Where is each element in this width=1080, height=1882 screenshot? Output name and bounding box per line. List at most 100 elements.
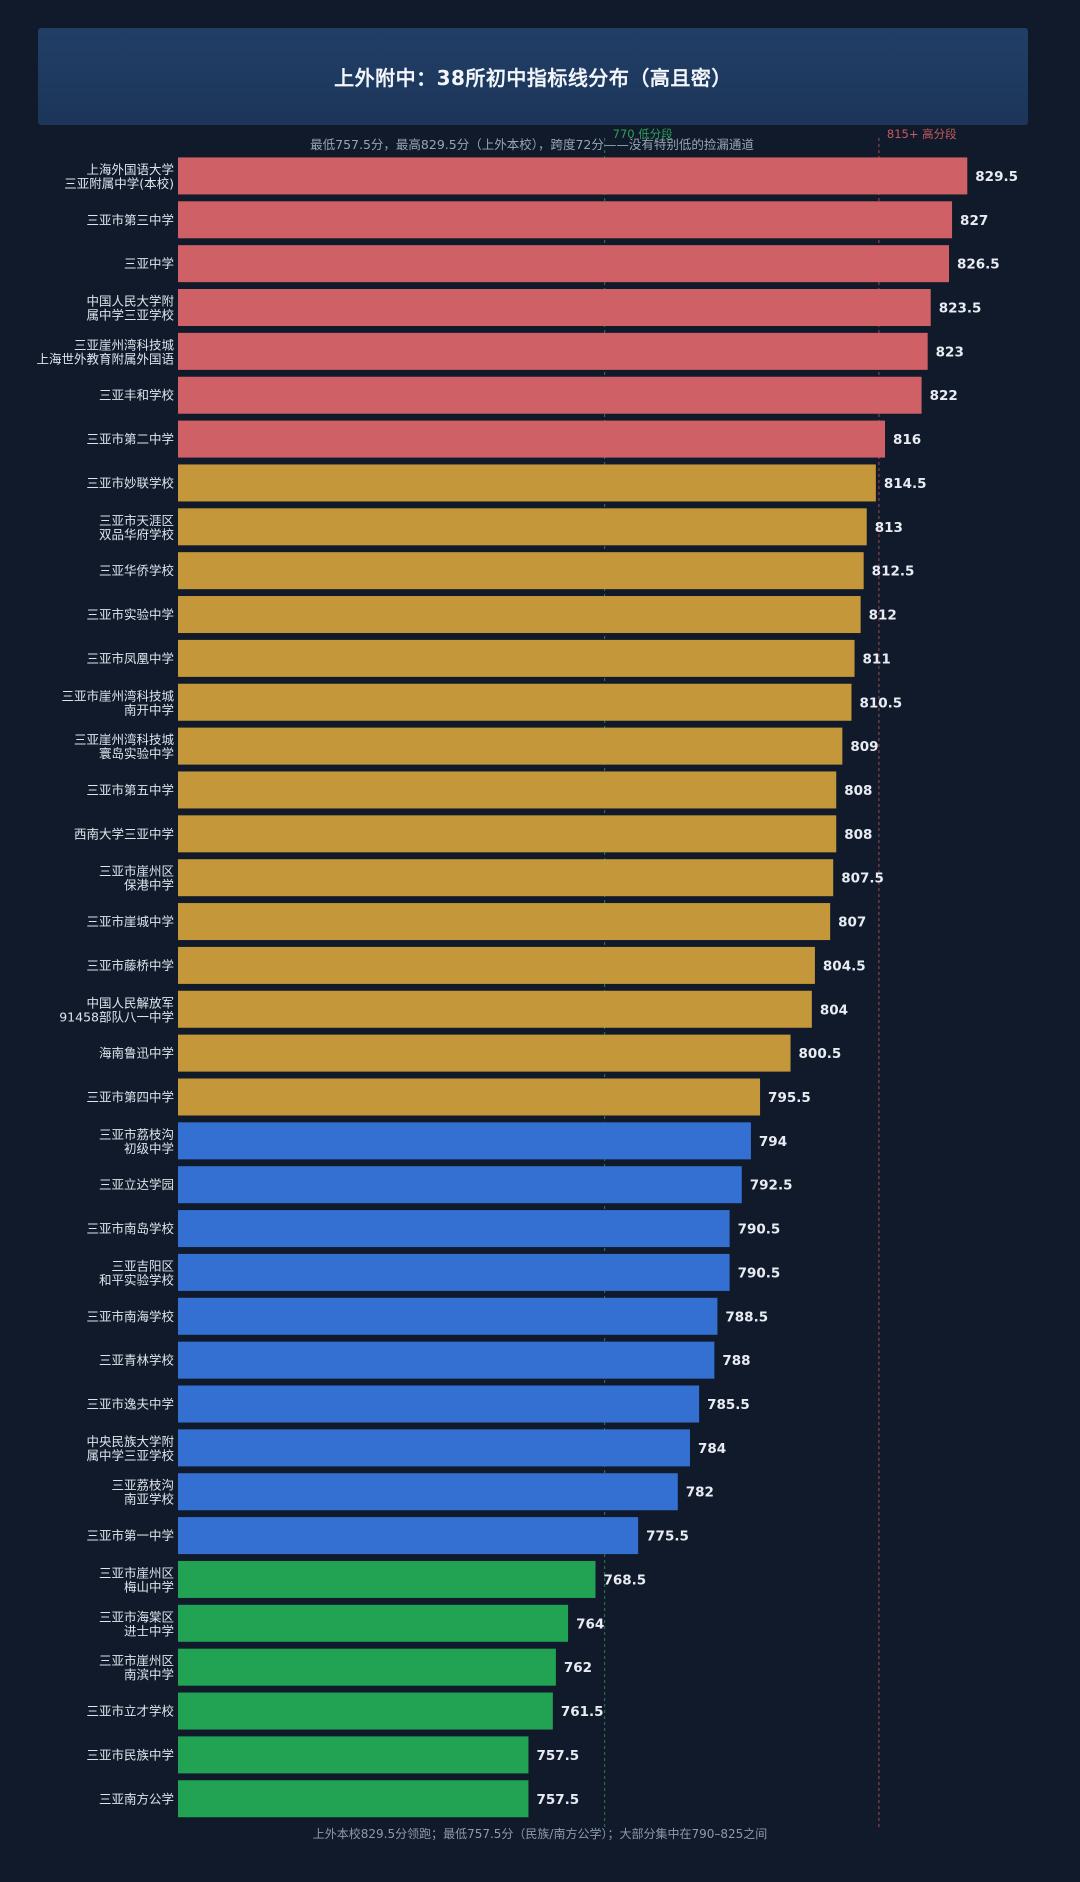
category-label-3: 三亚中学 [124,256,174,271]
category-label-13: 三亚市崖州湾科技城南开中学 [61,688,174,717]
value-label-23: 794 [759,1134,787,1150]
reference-line-label-815: 815+ 高分段 [887,127,957,141]
bar-4 [178,289,931,327]
category-label-26: 三亚吉阳区和平实验学校 [99,1258,175,1287]
category-label-32: 三亚市第一中学 [86,1528,174,1543]
value-label-38: 757.5 [536,1792,579,1808]
category-label-16: 西南大学三亚中学 [74,826,174,841]
value-label-8: 814.5 [884,476,927,492]
category-label-35: 三亚市崖州区南滨中学 [99,1653,174,1682]
value-label-18: 807 [838,915,866,931]
title-banner: 上外附中：38所初中指标线分布（高且密） [38,28,1028,125]
bar-17 [178,859,834,897]
category-label-19: 三亚市藤桥中学 [86,958,174,973]
bar-29 [178,1385,700,1423]
category-label-1: 上海外国语大学三亚附属中学(本校) [64,162,174,191]
bar-5 [178,332,928,370]
value-label-28: 788 [722,1353,750,1369]
value-label-34: 764 [576,1616,604,1632]
value-label-26: 790.5 [738,1265,781,1281]
bar-15 [178,771,837,809]
bar-11 [178,596,861,634]
category-label-37: 三亚市民族中学 [86,1747,174,1762]
category-label-22: 三亚市第四中学 [86,1089,174,1104]
value-label-11: 812 [869,608,897,624]
bar-32 [178,1517,639,1555]
value-label-37: 757.5 [536,1748,579,1764]
value-label-29: 785.5 [707,1397,750,1413]
category-label-34: 三亚市海棠区进士中学 [99,1609,174,1638]
category-label-4: 中国人民大学附属中学三亚学校 [86,294,174,323]
value-label-33: 768.5 [604,1572,647,1588]
value-label-32: 775.5 [646,1529,689,1545]
bar-3 [178,245,950,283]
bar-24 [178,1166,742,1204]
bar-38 [178,1780,529,1818]
bar-8 [178,464,876,502]
value-label-1: 829.5 [975,169,1018,185]
bar-9 [178,508,867,546]
value-label-19: 804.5 [823,958,866,974]
value-label-7: 816 [893,432,921,448]
bar-18 [178,903,831,941]
value-label-17: 807.5 [841,871,884,887]
bar-28 [178,1341,715,1379]
bar-16 [178,815,837,853]
category-label-28: 三亚青林学校 [99,1353,175,1368]
bar-30 [178,1429,690,1467]
value-label-10: 812.5 [872,564,915,580]
value-label-30: 784 [698,1441,726,1457]
bar-10 [178,552,864,590]
bar-23 [178,1122,751,1160]
chart-subtitle: 最低757.5分，最高829.5分（上外本校），跨度72分——没有特别低的捡漏通… [310,137,754,152]
category-label-11: 三亚市实验中学 [86,607,174,622]
value-label-21: 800.5 [799,1046,842,1062]
category-label-9: 三亚市天涯区双品华府学校 [99,513,175,542]
bars-group: 829.5 上海外国语大学三亚附属中学(本校) 827 三亚市第三中学 826.5 三亚中… [36,157,1018,1818]
bar-33 [178,1560,596,1598]
value-label-14: 809 [850,739,878,755]
value-label-20: 804 [820,1002,848,1018]
value-label-27: 788.5 [725,1309,768,1325]
category-label-29: 三亚市逸夫中学 [86,1397,174,1412]
value-label-6: 822 [930,388,958,404]
bar-6 [178,376,922,414]
bar-20 [178,990,812,1028]
bar-27 [178,1297,718,1335]
value-label-16: 808 [844,827,872,843]
category-label-33: 三亚市崖州区梅山中学 [99,1565,174,1594]
category-label-7: 三亚市第二中学 [86,432,174,447]
category-label-23: 三亚市荔枝沟初级中学 [99,1127,174,1156]
category-label-14: 三亚崖州湾科技城寰岛实验中学 [74,732,175,761]
value-label-36: 761.5 [561,1704,604,1720]
category-label-10: 三亚华侨学校 [99,563,175,578]
category-label-17: 三亚市崖州区保港中学 [99,864,174,893]
category-label-2: 三亚市第三中学 [86,212,174,227]
bar-34 [178,1604,569,1642]
bar-35 [178,1648,556,1686]
value-label-15: 808 [844,783,872,799]
bar-21 [178,1034,791,1072]
bar-19 [178,946,815,984]
footer-note: 上外本校829.5分领跑；最低757.5分（民族/南方公学）；大部分集中在790… [312,1827,768,1841]
category-label-30: 中央民族大学附属中学三亚学校 [86,1434,174,1463]
bar-37 [178,1736,529,1774]
category-label-8: 三亚市妙联学校 [86,475,174,490]
category-label-5: 三亚崖州湾科技城上海世外教育附属外国语 [36,337,174,366]
bar-13 [178,683,852,721]
reference-line-label-770: 770 低分段 [613,127,674,141]
category-label-15: 三亚市第五中学 [86,782,174,797]
category-label-21: 海南鲁迅中学 [99,1046,174,1061]
category-label-18: 三亚市崖城中学 [86,914,174,929]
bar-2 [178,201,953,239]
bar-12 [178,639,855,677]
category-label-27: 三亚市南海学校 [86,1309,174,1324]
bar-36 [178,1692,553,1730]
bar-14 [178,727,843,765]
bar-22 [178,1078,761,1116]
bar-26 [178,1253,730,1291]
value-label-12: 811 [863,651,891,667]
category-label-20: 中国人民解放军 91458部队八一中学 [59,995,174,1024]
value-label-2: 827 [960,213,988,229]
